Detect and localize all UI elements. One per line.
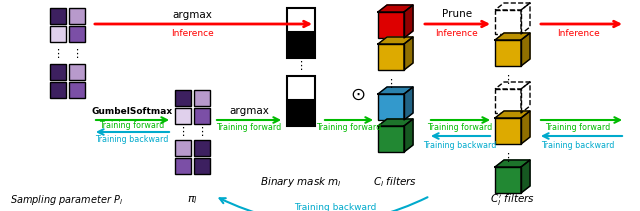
Text: $C_l^{\prime}$ filters: $C_l^{\prime}$ filters bbox=[490, 192, 535, 208]
Bar bbox=[194, 158, 210, 174]
Bar bbox=[495, 167, 521, 193]
Bar bbox=[378, 94, 404, 120]
Bar bbox=[50, 8, 66, 24]
Polygon shape bbox=[378, 5, 413, 12]
Polygon shape bbox=[378, 87, 413, 94]
Polygon shape bbox=[378, 37, 413, 44]
Bar bbox=[69, 82, 85, 98]
Polygon shape bbox=[521, 33, 530, 66]
Polygon shape bbox=[495, 111, 530, 118]
Text: $\pi_l$: $\pi_l$ bbox=[187, 194, 197, 206]
Bar bbox=[495, 10, 521, 34]
Text: Training forward: Training forward bbox=[545, 123, 611, 133]
Polygon shape bbox=[521, 160, 530, 193]
Text: Inference: Inference bbox=[557, 28, 600, 38]
Text: Training backward: Training backward bbox=[541, 141, 614, 150]
Text: ⋮: ⋮ bbox=[72, 49, 83, 59]
Text: ⋮: ⋮ bbox=[502, 75, 513, 85]
Text: ⋮: ⋮ bbox=[196, 127, 207, 137]
Text: Training forward: Training forward bbox=[216, 123, 282, 133]
Bar bbox=[69, 8, 85, 24]
Polygon shape bbox=[495, 33, 530, 40]
Text: Sampling parameter $P_l$: Sampling parameter $P_l$ bbox=[10, 193, 124, 207]
Text: Training backward: Training backward bbox=[95, 134, 169, 143]
Text: argmax: argmax bbox=[172, 10, 212, 20]
Bar bbox=[175, 90, 191, 106]
Text: ⋮: ⋮ bbox=[296, 61, 307, 71]
Text: argmax: argmax bbox=[229, 106, 269, 116]
Text: GumbelSoftmax: GumbelSoftmax bbox=[92, 107, 173, 115]
Bar bbox=[287, 76, 315, 100]
Bar bbox=[287, 102, 315, 126]
Bar bbox=[50, 82, 66, 98]
Text: Training forward: Training forward bbox=[99, 120, 164, 130]
Text: ⋮: ⋮ bbox=[385, 79, 397, 89]
Bar bbox=[69, 64, 85, 80]
Text: Training backward: Training backward bbox=[294, 203, 376, 211]
Text: ⋮: ⋮ bbox=[177, 127, 189, 137]
Text: Inference: Inference bbox=[171, 28, 213, 38]
Bar bbox=[194, 140, 210, 156]
Polygon shape bbox=[521, 111, 530, 144]
Bar bbox=[495, 118, 521, 144]
Bar bbox=[50, 64, 66, 80]
Text: ⋮: ⋮ bbox=[502, 153, 513, 163]
Bar bbox=[378, 126, 404, 152]
Bar bbox=[287, 34, 315, 58]
Bar bbox=[50, 26, 66, 42]
Bar bbox=[495, 89, 521, 113]
Text: Training forward: Training forward bbox=[428, 123, 493, 133]
Bar bbox=[175, 140, 191, 156]
Text: Prune: Prune bbox=[442, 9, 472, 19]
Text: $\odot$: $\odot$ bbox=[350, 86, 365, 104]
Text: $C_l$ filters: $C_l$ filters bbox=[373, 175, 417, 189]
Polygon shape bbox=[404, 87, 413, 120]
Polygon shape bbox=[495, 160, 530, 167]
Text: ⋮: ⋮ bbox=[52, 49, 63, 59]
Bar bbox=[378, 44, 404, 70]
Bar bbox=[175, 108, 191, 124]
Bar bbox=[495, 40, 521, 66]
Bar bbox=[287, 8, 315, 32]
Bar bbox=[175, 158, 191, 174]
Polygon shape bbox=[378, 119, 413, 126]
Text: Training backward: Training backward bbox=[423, 141, 497, 150]
Text: Training forward: Training forward bbox=[316, 123, 381, 133]
Bar bbox=[69, 26, 85, 42]
Text: Inference: Inference bbox=[436, 28, 478, 38]
Bar bbox=[194, 90, 210, 106]
Text: Binary mask $m_l$: Binary mask $m_l$ bbox=[260, 175, 342, 189]
Bar bbox=[378, 12, 404, 38]
Polygon shape bbox=[404, 37, 413, 70]
Bar bbox=[194, 108, 210, 124]
Polygon shape bbox=[404, 119, 413, 152]
Polygon shape bbox=[404, 5, 413, 38]
